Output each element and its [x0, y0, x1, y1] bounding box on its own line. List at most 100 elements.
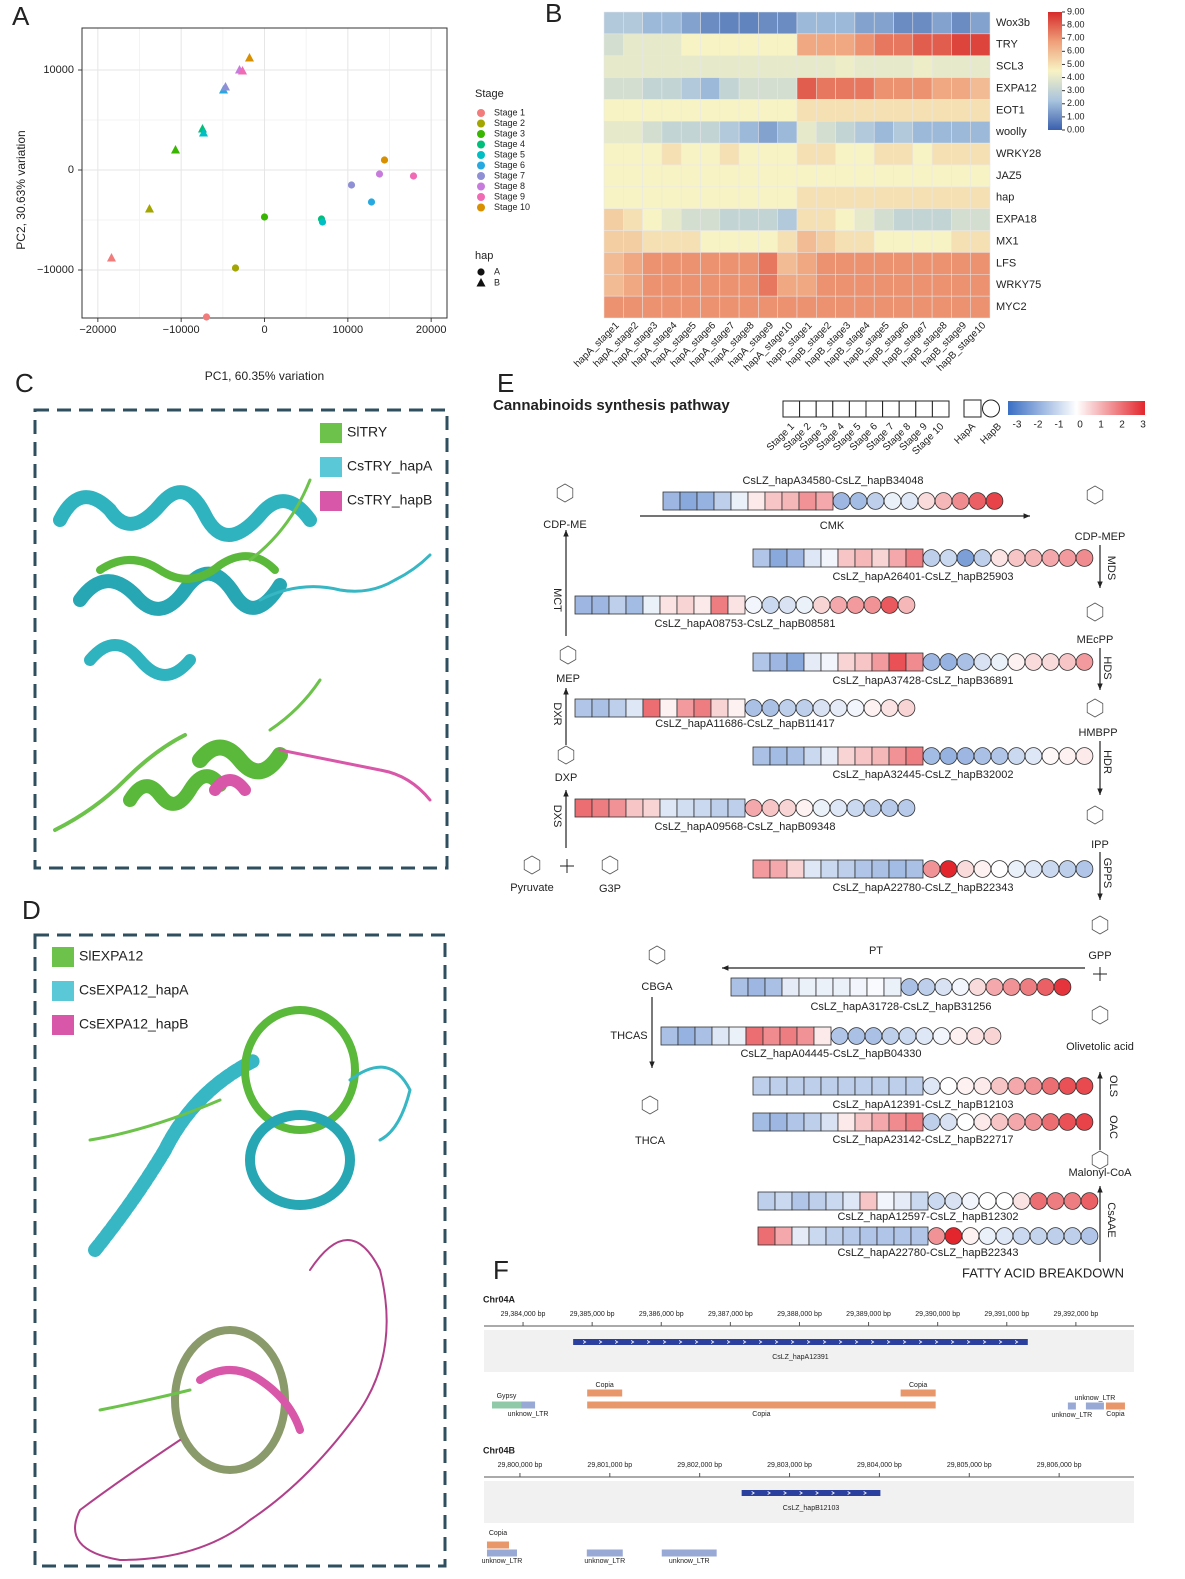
expression-circle	[966, 1027, 985, 1045]
te-feature	[900, 1389, 936, 1397]
strand-arrow	[783, 1491, 787, 1495]
expression-square	[803, 548, 822, 568]
strand-arrow	[774, 1340, 779, 1344]
heatmap-cell	[893, 274, 914, 297]
expression-square	[752, 746, 771, 766]
heatmap-cell	[873, 11, 894, 35]
heatmap-cell	[719, 274, 740, 297]
heatmap-cell	[835, 208, 856, 231]
expression-square	[825, 1226, 844, 1246]
heatmap-cell	[835, 55, 856, 78]
heatmap-cell	[835, 99, 856, 122]
point	[375, 170, 384, 178]
expression-square	[747, 491, 766, 511]
expression-circle	[985, 492, 1004, 510]
expression-circle	[983, 1027, 1002, 1045]
strand-arrow	[767, 1491, 771, 1495]
heatmap-cell	[642, 164, 663, 188]
heatmap-cell	[931, 208, 952, 231]
enzyme: DXR	[551, 702, 563, 725]
te-feature	[586, 1549, 623, 1557]
x-tick-label: 10000	[333, 324, 364, 336]
heatmap-cell	[719, 230, 740, 253]
row-label: TRY	[996, 39, 1018, 51]
strand-arrow	[870, 1340, 875, 1344]
molecule	[1091, 915, 1109, 935]
expression-square	[905, 652, 924, 672]
expression-square	[905, 1112, 924, 1132]
heatmap-cell	[912, 33, 933, 56]
expression-square	[774, 1191, 793, 1211]
expression-circle	[1002, 978, 1021, 996]
compound: CDP-ME	[543, 519, 586, 531]
heatmap-cell	[970, 33, 991, 56]
heatmap-cell	[912, 295, 933, 319]
heatmap-cell	[854, 77, 875, 100]
heatmap-cell	[777, 142, 798, 166]
y-axis-title: PC2, 30.63% variation	[14, 130, 28, 249]
expression-square	[757, 1226, 776, 1246]
heatmap-cell	[642, 208, 663, 231]
legend-square	[799, 400, 817, 418]
legend-label: CsEXPA12_hapA	[79, 982, 189, 998]
expression-circle	[995, 1192, 1014, 1210]
expression-square	[745, 1026, 764, 1046]
heatmap-cell	[893, 186, 914, 209]
heatmap-cell	[738, 121, 759, 144]
colorbar-label: 1	[1098, 420, 1104, 431]
te-label: Copia	[752, 1411, 770, 1418]
expression-square	[803, 746, 822, 766]
expression-circle	[1041, 1077, 1060, 1095]
pathway-title: Cannabinoids synthesis pathway	[493, 397, 730, 414]
heatmap-cell	[661, 33, 682, 56]
y-tick-label: 0	[68, 164, 74, 176]
expression-circle	[1063, 1192, 1082, 1210]
heatmap-cell	[642, 252, 663, 275]
heatmap-cell	[738, 252, 759, 275]
heatmap-cell	[816, 230, 836, 253]
expression-square	[642, 595, 661, 615]
heatmap-cell	[854, 252, 875, 275]
compound: G3P	[599, 883, 621, 895]
track-tick-label: 29,389,000 bp	[846, 1311, 891, 1318]
heatmap-cell	[777, 186, 798, 209]
expression-square	[676, 798, 695, 818]
expression-square	[608, 595, 627, 615]
strand-arrow	[790, 1340, 795, 1344]
heatmap-cell	[970, 55, 991, 78]
heatmap-cell	[642, 121, 663, 144]
strand-arrow	[799, 1491, 803, 1495]
colorbar-label: 6.00	[1067, 46, 1085, 56]
strand-arrow	[806, 1340, 811, 1344]
track-tick-label: 29,392,000 bp	[1054, 1311, 1099, 1318]
expression-circle	[795, 799, 814, 817]
expression-circle	[830, 1027, 849, 1045]
heatmap-cell	[873, 55, 894, 78]
heatmap-cell	[738, 142, 759, 166]
expression-square	[693, 698, 712, 718]
expression-circle	[1075, 747, 1094, 765]
expression-square	[803, 1112, 822, 1132]
expression-circle	[1041, 1113, 1060, 1131]
arrow-head	[563, 530, 569, 537]
expression-circle	[990, 653, 1009, 671]
heatmap-cell	[719, 252, 740, 275]
heatmap-cell	[835, 33, 856, 56]
te-label: Copia	[1106, 1411, 1124, 1418]
expression-circle	[880, 699, 899, 717]
expression-circle	[1029, 1192, 1048, 1210]
heatmap-cell	[758, 11, 778, 35]
colorbar-label: 2.00	[1067, 98, 1085, 108]
heatmap-cell	[816, 186, 836, 209]
molecule	[557, 745, 575, 765]
heatmap-cell	[642, 77, 663, 100]
colorbar-label: -3	[1013, 420, 1022, 431]
expression-circle	[897, 596, 916, 614]
expression-square	[815, 491, 834, 511]
heatmap-cell	[835, 186, 856, 209]
legend-label: Stage 7	[494, 170, 525, 180]
expression-circle	[961, 1227, 980, 1245]
heatmap-cell	[642, 11, 663, 35]
expression-circle	[939, 1113, 958, 1131]
heatmap-cell	[603, 77, 624, 100]
